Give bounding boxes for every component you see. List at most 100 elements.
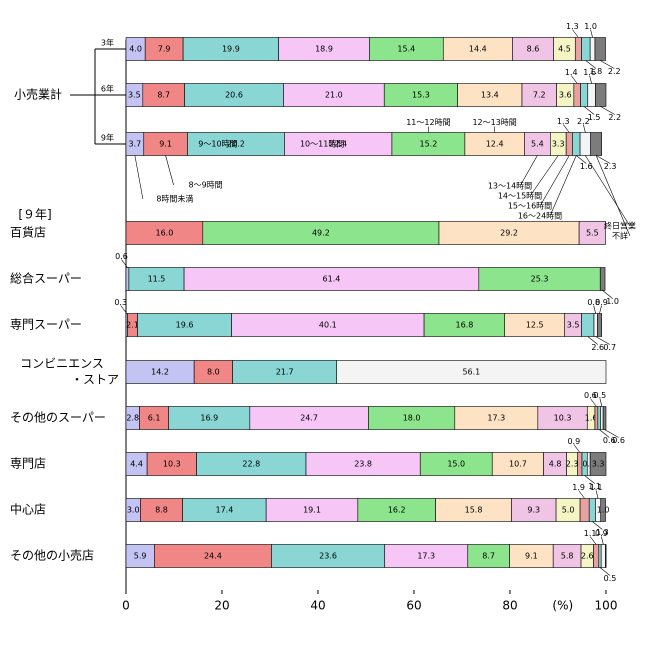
data-label: 4.5: [558, 45, 571, 54]
callout-line: [589, 75, 592, 84]
callout-label: 0.5: [604, 574, 617, 583]
bar-segment: [579, 132, 591, 156]
callout-label: 0.9: [567, 437, 580, 446]
segment-name-label: 11～12時間: [406, 118, 450, 127]
data-label: 13.4: [481, 91, 499, 100]
data-label: 22.8: [242, 460, 260, 469]
data-label: 49.2: [312, 229, 330, 238]
callout-line: [599, 398, 603, 407]
callout-line: [599, 429, 610, 438]
segment-name-label: 8～9時間: [189, 181, 223, 190]
segment-name-label: 13～14時間: [488, 182, 532, 191]
segment-name-label: 終日営業: [604, 221, 636, 231]
annotation-line: [549, 155, 577, 217]
data-label: 10.7: [509, 460, 527, 469]
bar-segment: [125, 267, 130, 291]
data-label: 4.0: [129, 45, 142, 54]
data-label: 12.5: [526, 321, 544, 330]
data-label: 1.0: [597, 506, 610, 515]
data-label: 24.7: [300, 414, 318, 423]
x-axis-label: (%): [552, 599, 573, 613]
data-label: 3.6: [559, 91, 572, 100]
data-label: 5.9: [134, 552, 147, 561]
row-label: 9年: [101, 133, 114, 143]
data-label: 3.0: [127, 506, 140, 515]
x-tick-label: 20: [214, 599, 229, 613]
bar-segment: [590, 132, 602, 156]
data-label: 22.4: [329, 140, 347, 149]
bar-segment: [581, 313, 595, 337]
data-label: 3.5: [567, 321, 580, 330]
bar-segment: [572, 132, 581, 156]
callout-label: 0.6: [603, 436, 616, 445]
bar-segment: [565, 132, 573, 156]
callout-label: 0.5: [594, 391, 607, 400]
data-label: 18.0: [403, 414, 421, 423]
segment-name-label: 12～13時間: [472, 118, 516, 127]
data-label: 16.8: [455, 321, 473, 330]
bar-segment: [589, 452, 607, 476]
callout-line: [593, 305, 596, 314]
data-label: 6.1: [148, 414, 161, 423]
annotation-line: [595, 155, 631, 237]
data-label: 3.3: [552, 140, 565, 149]
row-label: ・ストア: [71, 373, 119, 387]
callout-label: 2.2: [608, 113, 621, 122]
row-label: 百貨店: [10, 225, 46, 240]
callout-label: 1.1: [590, 483, 603, 492]
annotation-line: [539, 155, 570, 207]
bar-segment: [580, 83, 589, 107]
data-label: 3.5: [128, 91, 141, 100]
callout-label: 0.6: [584, 391, 597, 400]
callout-line: [600, 60, 615, 69]
data-label: 5.5: [586, 229, 599, 238]
callout-label: 1.3: [557, 117, 570, 126]
row-label: その他のスーパー: [10, 411, 106, 425]
callout-line: [583, 124, 586, 133]
callout-line: [592, 521, 603, 530]
callout-line: [589, 536, 597, 545]
annotation-line: [529, 155, 559, 197]
data-label: 16.9: [200, 414, 218, 423]
callout-line: [590, 29, 593, 38]
data-label: 4.8: [549, 460, 562, 469]
data-label: 2.1: [126, 321, 139, 330]
data-label: 15.8: [465, 506, 483, 515]
data-label: 17.3: [487, 414, 505, 423]
callout-label: 2.2: [608, 67, 621, 76]
data-label: 2.6: [581, 552, 594, 561]
callout-label: 1.9: [572, 483, 585, 492]
bar-segment: [594, 37, 606, 61]
data-label: 10.3: [163, 460, 181, 469]
data-label: 7.2: [533, 91, 546, 100]
data-label: 23.8: [354, 460, 372, 469]
callout-line: [585, 60, 597, 69]
data-label: 8.8: [155, 506, 168, 515]
callout-label: 0.9: [595, 529, 608, 538]
annotation-line: [134, 155, 144, 200]
data-label: 15.4: [397, 45, 415, 54]
callout-label: 1.8: [589, 67, 602, 76]
bar-segment: [578, 221, 606, 245]
data-label: 18.9: [315, 45, 333, 54]
data-label: 24.4: [204, 552, 222, 561]
callout-line: [587, 336, 598, 345]
callout-line: [595, 336, 610, 345]
data-label: 20.2: [227, 140, 245, 149]
data-label: 2.8: [126, 414, 139, 423]
segment-name-label: 不詳: [612, 231, 628, 241]
callout-line: [602, 290, 613, 299]
data-label: 56.1: [462, 368, 480, 377]
data-label: 8.6: [527, 45, 540, 54]
data-label: 9.1: [525, 552, 538, 561]
callout-label: 2.2: [577, 117, 590, 126]
data-label: 4.4: [130, 460, 143, 469]
bar-segment: [593, 313, 598, 337]
row-label: 専門店: [10, 457, 46, 471]
bar-segment: [599, 267, 606, 291]
x-tick-label: 100: [595, 599, 618, 613]
callout-label: 0.6: [115, 252, 128, 261]
callout-line: [595, 490, 599, 499]
data-label: 10.3: [554, 414, 572, 423]
